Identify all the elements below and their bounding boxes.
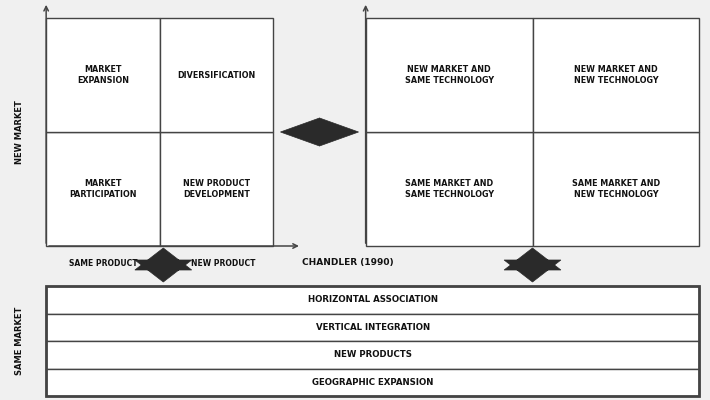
Text: MARKET
EXPANSION: MARKET EXPANSION bbox=[77, 65, 129, 85]
Text: SAME PRODUCT: SAME PRODUCT bbox=[69, 260, 137, 268]
Bar bbox=[46, 132, 160, 246]
Bar bbox=[46, 286, 699, 314]
Bar bbox=[366, 132, 532, 246]
Polygon shape bbox=[280, 118, 359, 146]
Text: NEW MARKET AND
NEW TECHNOLOGY: NEW MARKET AND NEW TECHNOLOGY bbox=[574, 65, 658, 85]
Bar bbox=[46, 286, 699, 396]
Text: GEOGRAPHIC EXPANSION: GEOGRAPHIC EXPANSION bbox=[312, 378, 433, 387]
Polygon shape bbox=[135, 248, 192, 282]
Text: CHANDLER (1990): CHANDLER (1990) bbox=[302, 258, 394, 268]
Text: NEW PRODUCT: NEW PRODUCT bbox=[192, 260, 256, 268]
Text: NEW MARKET: NEW MARKET bbox=[15, 100, 23, 164]
Text: NEW PRODUCT
DEVELOPMENT: NEW PRODUCT DEVELOPMENT bbox=[183, 178, 250, 200]
Bar bbox=[46, 18, 160, 132]
Bar bbox=[46, 341, 699, 368]
Bar bbox=[46, 368, 699, 396]
Text: DIVERSIFICATION: DIVERSIFICATION bbox=[178, 70, 256, 80]
Text: MARKET
PARTICIPATION: MARKET PARTICIPATION bbox=[69, 178, 137, 200]
Text: SAME MARKET AND
SAME TECHNOLOGY: SAME MARKET AND SAME TECHNOLOGY bbox=[405, 178, 493, 200]
Polygon shape bbox=[504, 248, 561, 282]
Bar bbox=[160, 18, 273, 132]
Bar bbox=[532, 132, 699, 246]
Text: VERTICAL INTEGRATION: VERTICAL INTEGRATION bbox=[316, 323, 430, 332]
Text: HORIZONTAL ASSOCIATION: HORIZONTAL ASSOCIATION bbox=[307, 295, 438, 304]
Bar bbox=[160, 132, 273, 246]
Text: SAME MARKET AND
NEW TECHNOLOGY: SAME MARKET AND NEW TECHNOLOGY bbox=[572, 178, 660, 200]
Bar bbox=[46, 314, 699, 341]
Text: NEW MARKET AND
SAME TECHNOLOGY: NEW MARKET AND SAME TECHNOLOGY bbox=[405, 65, 493, 85]
Text: NEW PRODUCTS: NEW PRODUCTS bbox=[334, 350, 412, 359]
Text: SAME MARKET: SAME MARKET bbox=[15, 307, 23, 375]
Bar bbox=[366, 18, 532, 132]
Bar bbox=[532, 18, 699, 132]
